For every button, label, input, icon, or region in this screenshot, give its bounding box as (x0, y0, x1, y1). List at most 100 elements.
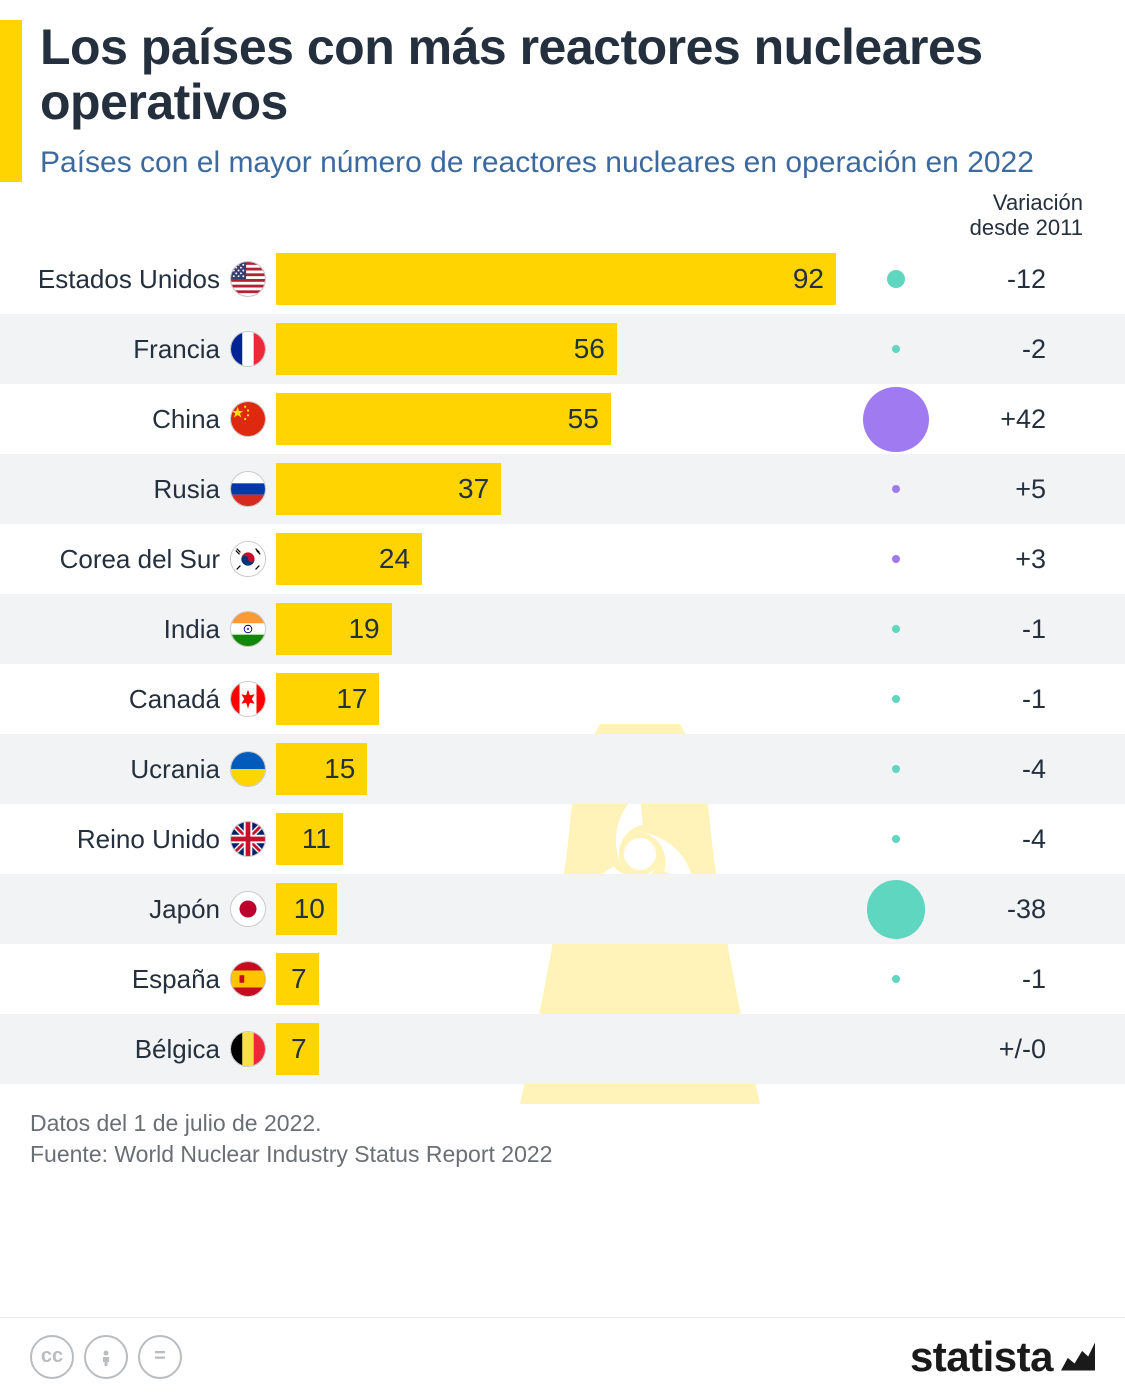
data-row: Rusia 37 +5 (0, 454, 1125, 524)
country-label: Japón (0, 894, 230, 925)
accent-bar (0, 20, 22, 182)
chart-title: Los países con más reactores nucleares o… (40, 20, 1095, 130)
delta-label: +3 (956, 544, 1046, 575)
bar-value: 92 (793, 263, 824, 295)
flag-jp-icon (230, 891, 266, 927)
variation-header: Variación desde 2011 (0, 190, 1125, 241)
footer-notes: Datos del 1 de julio de 2022. Fuente: Wo… (0, 1084, 1125, 1170)
delta-label: +5 (956, 474, 1046, 505)
bar-value: 19 (348, 613, 379, 645)
data-row: Japón 10 -38 (0, 874, 1125, 944)
flag-be-icon (230, 1031, 266, 1067)
variation-bubble (892, 555, 900, 563)
bubble-cell (836, 555, 956, 563)
flag-us-icon (230, 261, 266, 297)
chart-subtitle: Países con el mayor número de reactores … (40, 144, 1095, 182)
license-icons: cc = (30, 1335, 182, 1379)
header-text: Los países con más reactores nucleares o… (40, 20, 1095, 182)
country-label: Rusia (0, 474, 230, 505)
variation-bubble (892, 835, 900, 843)
bar: 19 (276, 603, 392, 655)
bubble-cell (836, 485, 956, 493)
delta-label: -4 (956, 824, 1046, 855)
country-label: China (0, 404, 230, 435)
flag-kr-icon (230, 541, 266, 577)
bar: 55 (276, 393, 611, 445)
data-row: Francia 56 -2 (0, 314, 1125, 384)
header: Los países con más reactores nucleares o… (0, 0, 1125, 182)
flag-in-icon (230, 611, 266, 647)
bar: 92 (276, 253, 836, 305)
variation-bubble (892, 345, 900, 353)
variation-bubble (892, 695, 900, 703)
bar-track: 10 (276, 874, 836, 944)
bar-track: 19 (276, 594, 836, 664)
bubble-cell (836, 835, 956, 843)
cc-by-icon (84, 1335, 128, 1379)
bubble-cell (836, 765, 956, 773)
bottom-bar: cc = statista (0, 1317, 1125, 1395)
bar-track: 17 (276, 664, 836, 734)
bar-value: 15 (324, 753, 355, 785)
country-label: Francia (0, 334, 230, 365)
delta-label: -38 (956, 894, 1046, 925)
data-row: China 55 +42 (0, 384, 1125, 454)
flag-gb-icon (230, 821, 266, 857)
bar-value: 7 (291, 1033, 307, 1065)
variation-bubble (892, 485, 900, 493)
bar-value: 10 (294, 893, 325, 925)
bar: 11 (276, 813, 343, 865)
bar: 56 (276, 323, 617, 375)
country-label: Corea del Sur (0, 544, 230, 575)
data-row: Canadá17-1 (0, 664, 1125, 734)
bar: 24 (276, 533, 422, 585)
bar: 37 (276, 463, 501, 515)
bubble-cell (836, 975, 956, 983)
logo-mark-icon (1061, 1343, 1095, 1371)
delta-label: +42 (956, 404, 1046, 435)
country-label: Reino Unido (0, 824, 230, 855)
delta-label: -1 (956, 964, 1046, 995)
variation-bubble (892, 975, 900, 983)
country-label: Bélgica (0, 1034, 230, 1065)
country-label: España (0, 964, 230, 995)
bubble-cell (836, 625, 956, 633)
bar-value: 56 (574, 333, 605, 365)
flag-es-icon (230, 961, 266, 997)
variation-bubble (887, 270, 906, 289)
data-row: Ucrania15-4 (0, 734, 1125, 804)
data-row: Bélgica7+/-0 (0, 1014, 1125, 1084)
variation-bubble (892, 625, 900, 633)
bar-track: 37 (276, 454, 836, 524)
bar-track: 11 (276, 804, 836, 874)
bar: 17 (276, 673, 379, 725)
variation-bubble (892, 765, 900, 773)
data-row: Corea del Sur 24 +3 (0, 524, 1125, 594)
country-label: Ucrania (0, 754, 230, 785)
statista-logo: statista (910, 1333, 1095, 1381)
delta-label: -2 (956, 334, 1046, 365)
flag-ca-icon (230, 681, 266, 717)
delta-label: -1 (956, 614, 1046, 645)
bar: 15 (276, 743, 367, 795)
variation-header-line2: desde 2011 (0, 215, 1083, 240)
bubble-cell (836, 880, 956, 939)
bar-value: 37 (458, 473, 489, 505)
data-row: España 7 -1 (0, 944, 1125, 1014)
bar: 7 (276, 953, 319, 1005)
delta-label: -1 (956, 684, 1046, 715)
bar-value: 55 (568, 403, 599, 435)
bar-track: 7 (276, 944, 836, 1014)
bar-track: 55 (276, 384, 836, 454)
data-row: Reino Unido 11 -4 (0, 804, 1125, 874)
logo-text: statista (910, 1333, 1053, 1381)
bubble-cell (836, 345, 956, 353)
bubble-cell (836, 695, 956, 703)
delta-label: -12 (956, 264, 1046, 295)
variation-bubble (863, 387, 928, 452)
chart-area: Estados Unidos92-12Francia56-2China55+42… (0, 244, 1125, 1084)
flag-ua-icon (230, 751, 266, 787)
flag-cn-icon (230, 401, 266, 437)
data-row: India 19 -1 (0, 594, 1125, 664)
country-label: India (0, 614, 230, 645)
